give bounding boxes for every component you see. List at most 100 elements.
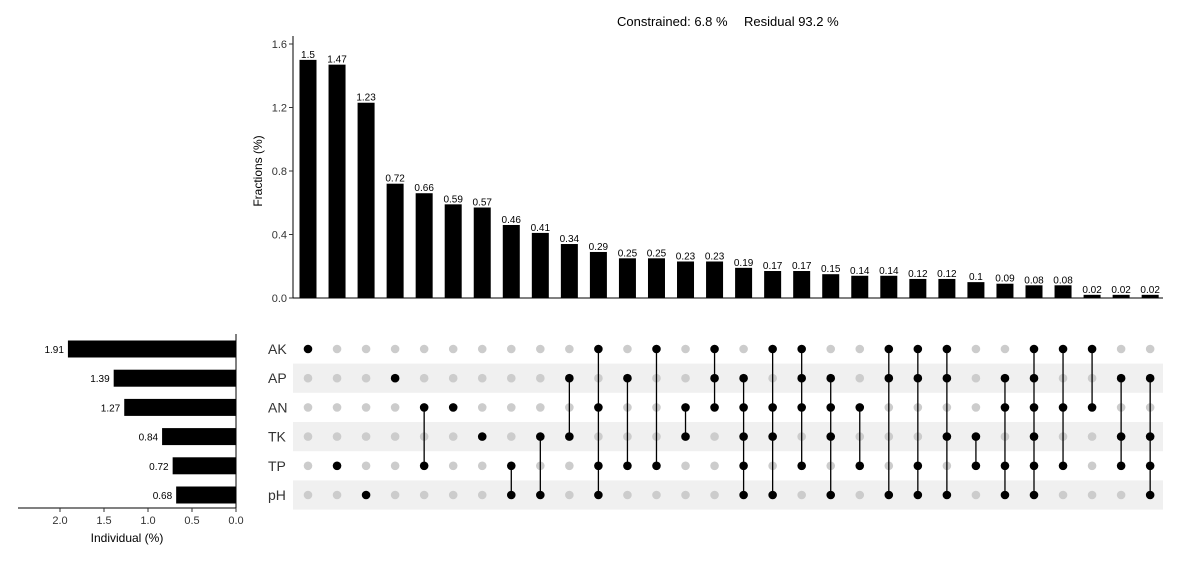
matrix-dot-active — [303, 344, 313, 354]
intersection-bar-label: 0.41 — [531, 223, 551, 234]
matrix-dot-active — [942, 432, 952, 441]
individual-tick-label: 1.5 — [96, 515, 111, 527]
set-label-ap: AP — [268, 370, 287, 386]
intersection-bar — [967, 282, 985, 298]
matrix-dot-active — [971, 461, 981, 471]
y-tick-label: 1.6 — [272, 39, 287, 51]
matrix-dot-inactive — [390, 403, 400, 412]
matrix-dot-inactive — [971, 490, 981, 500]
intersection-bar-label: 0.23 — [676, 251, 696, 262]
intersection-bar-label: 0.57 — [473, 198, 493, 209]
intersection-bar-label: 0.14 — [879, 266, 899, 277]
matrix-dot-active — [710, 373, 719, 383]
y-axis: 0.0 0.4 0.8 1.2 1.6 — [272, 36, 1163, 305]
matrix-dot-inactive — [390, 461, 400, 471]
matrix-dot-active — [913, 373, 923, 383]
matrix-dot-active — [594, 403, 603, 412]
matrix-dot-inactive — [536, 344, 545, 354]
intersection-bar — [618, 258, 636, 298]
matrix-dot-active — [913, 490, 923, 500]
matrix-dot-active — [1116, 461, 1126, 471]
matrix-dot-inactive — [361, 461, 371, 471]
intersection-bar-label: 0.66 — [414, 183, 434, 194]
matrix-dot-inactive — [1087, 490, 1097, 500]
matrix-dot-active — [1058, 461, 1068, 471]
matrix-dot-inactive — [332, 344, 342, 354]
set-label-tk: TK — [268, 429, 287, 445]
intersection-bar-label: 0.1 — [969, 272, 983, 283]
matrix-dot-active — [594, 344, 603, 354]
matrix-dot-active — [1000, 490, 1010, 500]
set-label-an: AN — [268, 399, 287, 415]
intersection-bar — [1141, 294, 1159, 298]
matrix-dot-active — [739, 432, 748, 441]
intersection-bar — [880, 275, 898, 298]
matrix-dot-active — [710, 344, 719, 354]
row-stripe — [293, 422, 1163, 452]
intersection-bar-label: 0.23 — [705, 251, 725, 262]
intersection-bar — [996, 283, 1014, 298]
row-stripe — [293, 363, 1163, 393]
intersection-bar — [299, 59, 317, 298]
matrix-dot-inactive — [477, 373, 487, 383]
matrix-dot-inactive — [565, 490, 574, 500]
matrix-dot-inactive — [332, 373, 342, 383]
intersection-bar — [1054, 285, 1072, 298]
matrix-dot-inactive — [506, 373, 516, 383]
matrix-dot-active — [1058, 344, 1068, 354]
intersection-bar-label: 0.29 — [589, 242, 609, 253]
matrix-dot-inactive — [303, 432, 313, 441]
matrix-dot-inactive — [1058, 490, 1068, 500]
y-tick-label: 1.2 — [272, 103, 287, 115]
individual-tick-label: 0.0 — [228, 515, 243, 527]
matrix-dot-inactive — [448, 432, 458, 441]
intersection-bar — [357, 102, 375, 298]
matrix-dot-active — [419, 461, 429, 471]
matrix-dot-active — [681, 432, 690, 441]
matrix-dot-active — [942, 490, 952, 500]
matrix-dot-active — [1029, 403, 1039, 412]
matrix-dot-active — [623, 373, 632, 383]
intersection-bar — [473, 207, 491, 298]
set-size-label: 1.91 — [44, 345, 64, 356]
intersection-bar-label: 0.19 — [734, 258, 754, 269]
matrix-dot-inactive — [477, 403, 487, 412]
matrix-dot-active — [768, 403, 777, 412]
row-stripe — [293, 480, 1163, 510]
individual-tick-label: 1.0 — [140, 515, 155, 527]
matrix-dot-inactive — [419, 344, 429, 354]
matrix-stripes — [293, 363, 1163, 510]
intersection-bar-label: 0.02 — [1082, 285, 1102, 296]
matrix-dot-inactive — [448, 490, 458, 500]
matrix-dot-active — [797, 373, 806, 383]
matrix-dot-inactive — [477, 461, 487, 471]
matrix-dot-inactive — [477, 490, 487, 500]
matrix-dot-inactive — [361, 403, 371, 412]
y-tick-label: 0.4 — [272, 230, 287, 242]
matrix-dot-inactive — [506, 344, 516, 354]
intersection-bar-label: 0.09 — [995, 274, 1015, 285]
intersection-bar-label: 0.08 — [1053, 275, 1073, 286]
matrix-dot-inactive — [332, 490, 342, 500]
matrix-dot-active — [1145, 490, 1155, 500]
set-size-label: 0.84 — [139, 433, 159, 444]
matrix-dot-active — [1145, 373, 1155, 383]
matrix-dot-active — [477, 432, 487, 441]
matrix-dot-active — [1145, 461, 1155, 471]
matrix-dot-inactive — [681, 344, 690, 354]
matrix-dot-inactive — [710, 461, 719, 471]
y-axis-title: Fractions (%) — [251, 135, 265, 206]
intersection-bar — [386, 183, 404, 298]
matrix-dot-active — [913, 344, 923, 354]
set-labels: AK AP AN TK TP pH — [268, 341, 287, 503]
matrix-dot-inactive — [448, 461, 458, 471]
set-size-bar — [113, 369, 236, 387]
matrix-dot-inactive — [826, 344, 836, 354]
intersection-bar-label: 0.15 — [821, 264, 841, 275]
matrix-dot-inactive — [361, 344, 371, 354]
matrix-dot-active — [594, 490, 603, 500]
intersection-bar-label: 0.14 — [850, 266, 870, 277]
matrix-dot-active — [768, 344, 777, 354]
